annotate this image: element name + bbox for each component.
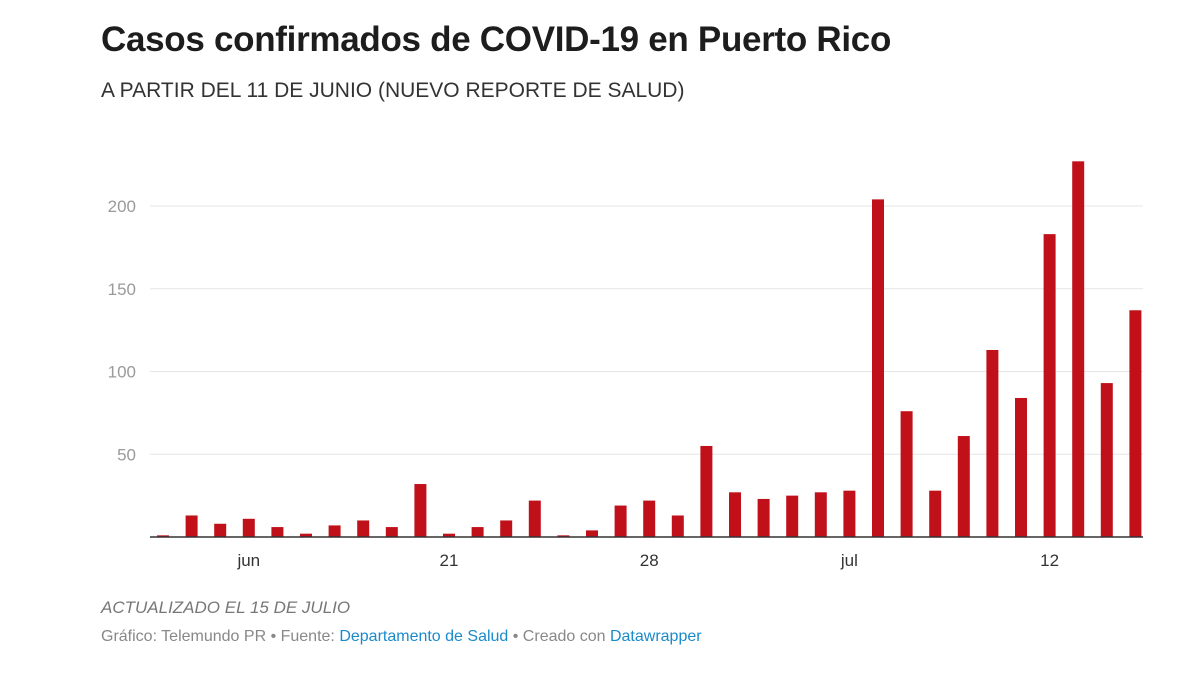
bar-2020-06-13[interactable] <box>214 523 227 537</box>
bar-2020-07-05[interactable] <box>843 490 856 537</box>
bar-2020-07-04[interactable] <box>814 492 827 537</box>
bar-2020-06-18[interactable] <box>357 520 370 537</box>
bar-2020-07-08[interactable] <box>929 490 942 537</box>
bar-2020-07-03[interactable] <box>786 495 799 537</box>
y-tick-label: 50 <box>117 445 136 464</box>
bar-2020-07-15[interactable] <box>1129 310 1142 537</box>
credits: Gráfico: Telemundo PR • Fuente: Departam… <box>101 628 702 646</box>
bar-2020-07-06[interactable] <box>872 199 884 537</box>
bar-2020-06-12[interactable] <box>185 515 198 537</box>
bar-2020-06-26[interactable] <box>586 530 598 537</box>
x-tick-label: jul <box>840 551 858 570</box>
y-tick-label: 200 <box>108 197 136 216</box>
y-tick-label: 100 <box>108 363 136 382</box>
bar-2020-07-13[interactable] <box>1072 161 1085 537</box>
bar-2020-06-23[interactable] <box>500 520 513 537</box>
y-tick-label: 150 <box>108 280 136 299</box>
chart-subtitle: A PARTIR DEL 11 DE JUNIO (NUEVO REPORTE … <box>101 79 685 102</box>
bar-2020-07-12[interactable] <box>1043 234 1056 537</box>
bar-2020-07-02[interactable] <box>757 498 770 537</box>
x-tick-label: jun <box>236 551 260 570</box>
credit-text: Gráfico: Telemundo PR • Fuente: <box>101 628 340 645</box>
created-text: • Creado con <box>508 628 610 645</box>
source-link[interactable]: Departamento de Salud <box>339 628 509 645</box>
bar-2020-06-16[interactable] <box>300 533 312 537</box>
bar-2020-06-19[interactable] <box>385 527 398 537</box>
bar-2020-07-10[interactable] <box>986 349 999 537</box>
update-note: ACTUALIZADO EL 15 DE JULIO <box>101 598 351 617</box>
bar-2020-06-21[interactable] <box>443 533 455 537</box>
bar-2020-06-15[interactable] <box>271 527 284 537</box>
bar-2020-06-25[interactable] <box>557 535 570 537</box>
bar-2020-06-14[interactable] <box>242 518 255 537</box>
bar-2020-06-28[interactable] <box>643 500 656 537</box>
bar-2020-06-24[interactable] <box>528 500 541 537</box>
x-tick-label: 28 <box>640 551 659 570</box>
bar-2020-07-07[interactable] <box>900 411 913 537</box>
bar-2020-06-30[interactable] <box>700 445 713 537</box>
bar-2020-07-01[interactable] <box>729 492 741 537</box>
bar-2020-07-11[interactable] <box>1015 397 1027 537</box>
bar-2020-06-22[interactable] <box>471 527 484 537</box>
datawrapper-link[interactable]: Datawrapper <box>609 628 702 645</box>
bar-2020-06-29[interactable] <box>671 515 684 537</box>
bar-2020-06-17[interactable] <box>328 525 341 537</box>
x-tick-label: 21 <box>440 551 459 570</box>
chart-title: Casos confirmados de COVID-19 en Puerto … <box>101 20 892 59</box>
bar-2020-07-14[interactable] <box>1100 383 1113 537</box>
x-tick-label: 12 <box>1040 551 1059 570</box>
bar-2020-06-11[interactable] <box>157 535 169 537</box>
bar-2020-07-09[interactable] <box>957 436 970 537</box>
bar-2020-06-20[interactable] <box>414 484 427 537</box>
bar-2020-06-27[interactable] <box>614 505 627 537</box>
